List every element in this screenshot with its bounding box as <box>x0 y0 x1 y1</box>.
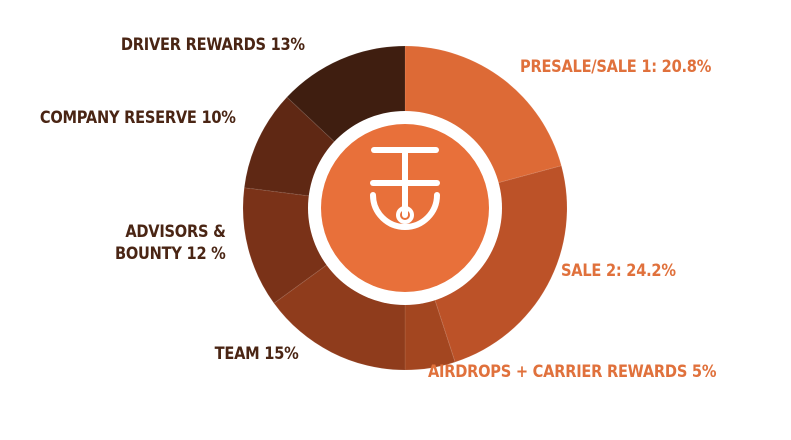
label-company-reserve: COMPANY RESERVE 10% <box>40 108 236 128</box>
label-team: TEAM 15% <box>214 344 298 364</box>
label-advisors-line1: ADVISORS & <box>125 222 226 242</box>
label-driver-rewards: DRIVER REWARDS 13% <box>121 35 305 55</box>
label-airdrops-carrier-rewards: AIRDROPS + CARRIER REWARDS 5% <box>428 362 717 382</box>
label-sale-2: SALE 2: 24.2% <box>561 261 676 281</box>
label-advisors-bounty: ADVISORS & BOUNTY 12 % <box>115 221 226 265</box>
label-advisors-line2: BOUNTY 12 % <box>115 244 226 264</box>
label-presale-sale-1: PRESALE/SALE 1: 20.8% <box>520 57 712 77</box>
wheel-logo-icon <box>370 147 440 230</box>
